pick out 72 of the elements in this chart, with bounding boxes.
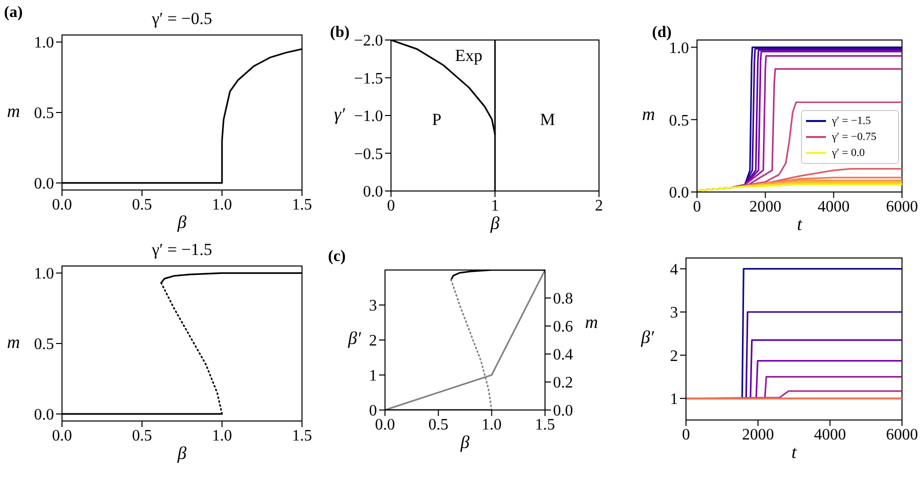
y-axis-title: γ′ (334, 104, 345, 124)
x-tick-label: 1.5 (535, 416, 555, 434)
y-tick-label: 2 (670, 348, 678, 365)
y-tick-label: 4 (670, 261, 678, 278)
text: (a) (4, 4, 23, 21)
x-tick-label: 4000 (818, 198, 850, 216)
x-tick-label: 1.0 (482, 416, 502, 434)
y2-tick-label: 0.2 (553, 374, 573, 392)
x-tick-label: 1 (491, 197, 499, 214)
y-tick-label: 2 (369, 332, 377, 350)
x-axis-title: t (791, 442, 796, 462)
text: (b) (330, 24, 350, 41)
x-axis-title: β (490, 213, 500, 233)
y-axis-title: m (7, 100, 20, 120)
x-tick-label: 0.0 (52, 427, 72, 444)
y2-tick-label: 0.6 (553, 318, 573, 336)
annotation: M (540, 110, 556, 129)
y-axis-title: m (7, 332, 20, 352)
y-tick-label: −1.5 (354, 70, 383, 88)
x-tick-label: 1.0 (212, 427, 232, 444)
y2-tick-label: 0.4 (553, 346, 573, 364)
x-tick-label: 2000 (749, 198, 782, 216)
y-tick-label: 0.5 (34, 105, 54, 122)
text: (c) (328, 248, 346, 265)
y-axis-title: m (642, 104, 655, 124)
y-tick-label: 1 (670, 391, 678, 408)
x-tick-label: 4000 (814, 426, 846, 444)
annotation: P (432, 110, 442, 129)
y2-axis-title: m (585, 312, 598, 332)
x-tick-label: 0.0 (52, 196, 72, 214)
y-axis-title: β′ (348, 328, 361, 348)
chart-title: γ′ = −1.5 (152, 240, 212, 259)
x-tick-label: 0.5 (132, 427, 152, 444)
legend-label: γ′ = 0.0 (832, 146, 865, 159)
x-tick-label: 1.5 (292, 427, 312, 444)
y-tick-label: 0.0 (363, 184, 383, 201)
y2-tick-label: 0.8 (553, 290, 573, 308)
legend-label: γ′ = −0.75 (832, 130, 876, 143)
y-tick-label: −2.0 (354, 32, 383, 50)
annotation: Exp (455, 46, 482, 65)
x-tick-label: 0.5 (132, 196, 152, 214)
x-tick-label: 2000 (742, 426, 774, 444)
legend-label: γ′ = −1.5 (832, 114, 871, 127)
x-tick-label: 6000 (886, 198, 918, 216)
x-tick-label: 2 (595, 197, 603, 214)
x-axis-title: t (796, 214, 802, 234)
y2-tick-label: 0.0 (553, 402, 573, 420)
y-tick-label: −1.0 (354, 108, 383, 126)
y-tick-label: 0 (369, 402, 377, 420)
x-tick-label: 0 (693, 198, 701, 216)
y-tick-label: 3 (670, 304, 678, 322)
y-tick-label: 1 (369, 368, 377, 385)
y-tick-label: 0.0 (34, 176, 54, 193)
x-axis-title: β (178, 443, 186, 463)
x-axis-title: β (460, 432, 470, 452)
x-tick-label: 0 (387, 197, 395, 214)
y-tick-label: 1.0 (34, 266, 54, 283)
y-tick-label: 3 (369, 298, 377, 315)
y-tick-label: 0.5 (34, 336, 54, 354)
chart-title: γ′ = −0.5 (152, 9, 212, 28)
x-axis-title: β (178, 212, 186, 232)
y-tick-label: 0.0 (669, 184, 689, 202)
x-tick-label: 0.5 (428, 416, 448, 434)
y-tick-label: −0.5 (354, 146, 383, 163)
x-tick-label: 1.0 (212, 196, 232, 214)
y-tick-label: 0.5 (669, 112, 689, 130)
text: (d) (652, 24, 672, 41)
x-tick-label: 6000 (886, 426, 918, 444)
y-tick-label: 1.0 (34, 34, 54, 52)
y-axis-title: β′ (641, 327, 654, 347)
y-tick-label: 1.0 (669, 40, 689, 57)
x-tick-label: 1.5 (292, 196, 312, 214)
